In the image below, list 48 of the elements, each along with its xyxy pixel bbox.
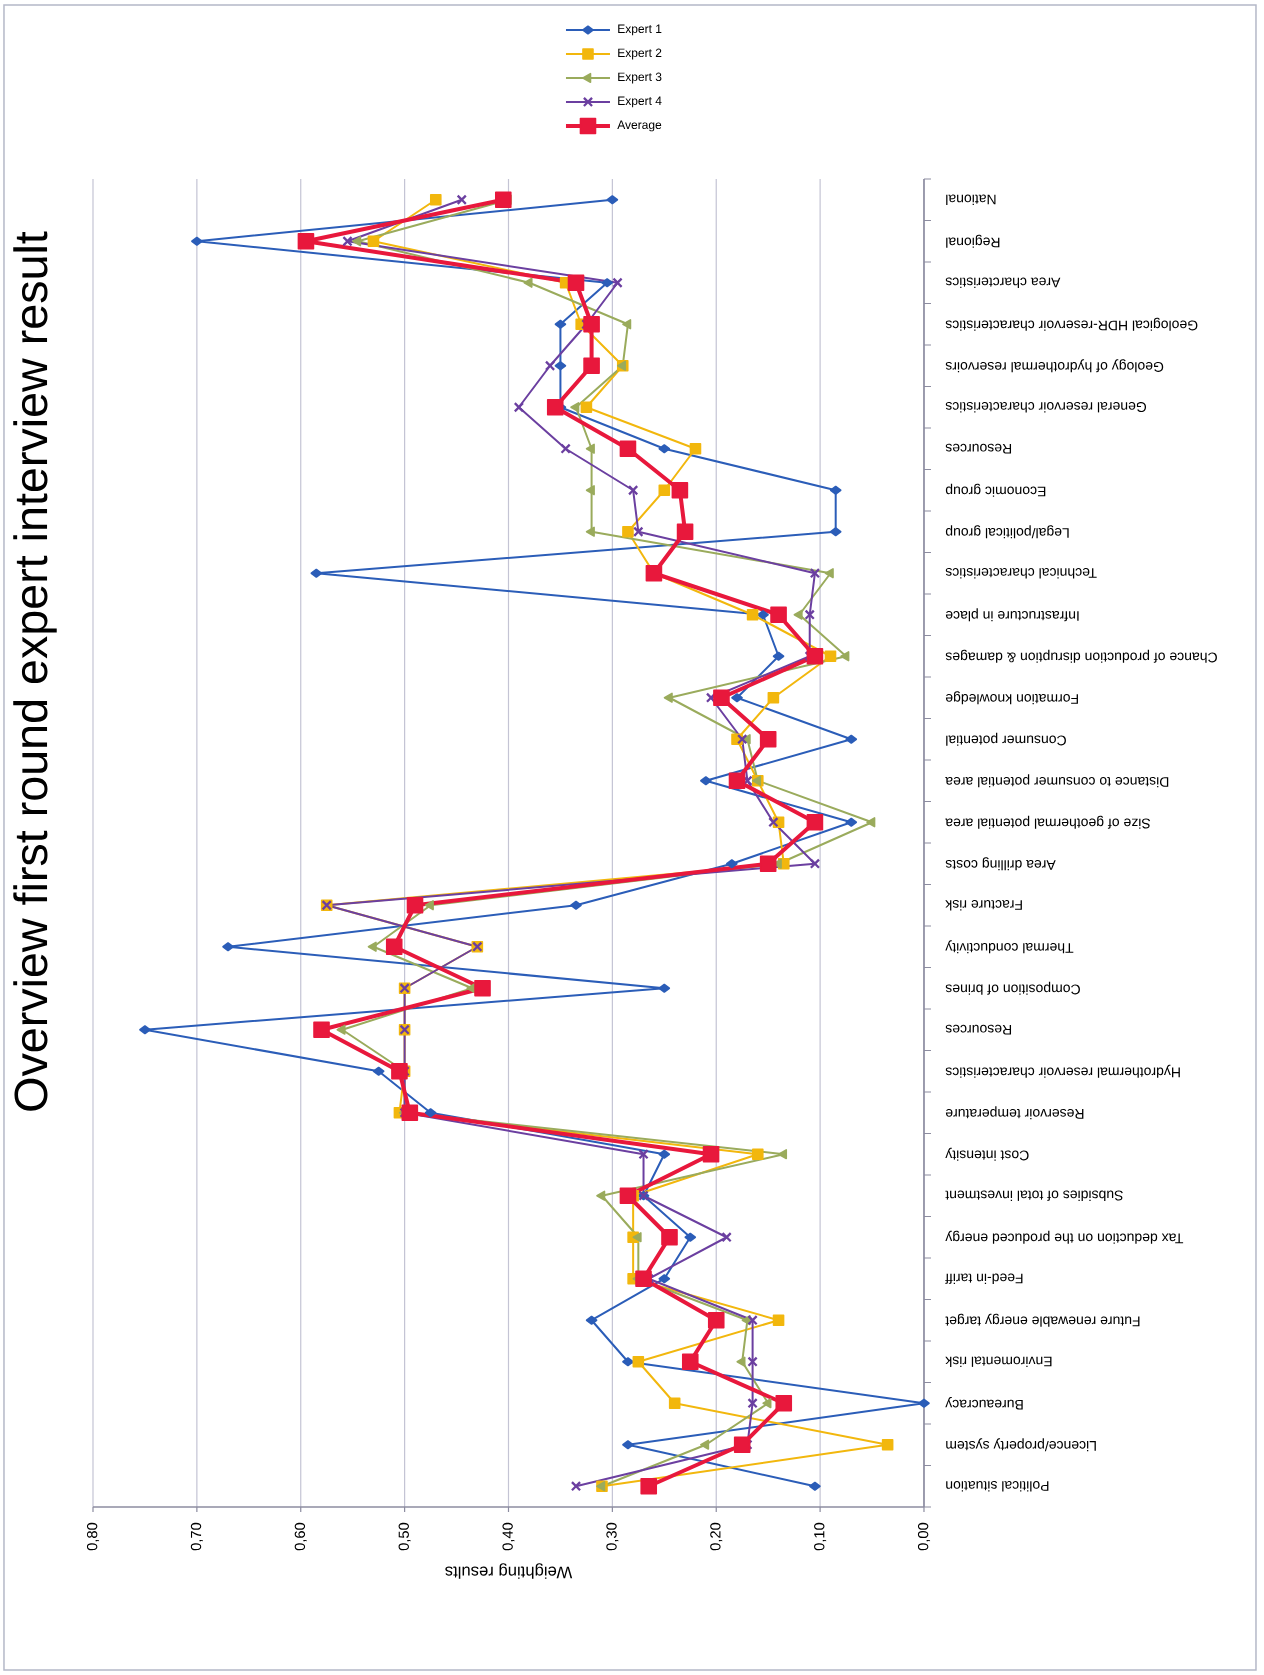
y-tick-label: Hydrothermal reservoir characteristics	[945, 1064, 1180, 1078]
y-tick-label: Licence/property system	[946, 1438, 1096, 1452]
y-tick-label: Legal/political group	[945, 525, 1069, 539]
legend-label: Expert 3	[618, 72, 662, 84]
y-tick-label: Geology of hydrothermal reservoirs	[945, 359, 1164, 373]
y-tick-label: Size of geothermal potential area	[945, 815, 1151, 829]
y-tick-label: Reservoir temperature	[945, 1106, 1084, 1120]
y-tick-label: Thermal conductivity	[945, 940, 1074, 954]
x-tick-label: 0,50	[398, 1522, 411, 1551]
x-tick-label: 0,40	[502, 1522, 515, 1551]
y-tick-label: Area drilling costs	[945, 857, 1056, 871]
y-tick-label: Infrastructure in place	[945, 608, 1079, 622]
x-tick-label: 0,70	[190, 1522, 203, 1551]
y-tick-label: Formation knowledge	[945, 691, 1078, 705]
y-tick-label: Cost intensity	[945, 1147, 1029, 1161]
text: Overview first round expert interview result	[13, 231, 57, 1111]
y-tick-label: Fracture risk	[945, 900, 1022, 911]
y-tick-label: Technical characteristics	[945, 568, 1097, 579]
x-tick-label: 0,60	[294, 1522, 307, 1551]
y-tick-label: Subsidies of total investment	[945, 1190, 1123, 1201]
y-tick-label: National	[946, 194, 996, 205]
x-tick-label: 0,20	[710, 1522, 723, 1551]
x-tick-label: 0,00	[917, 1522, 931, 1551]
x-tick-label: 0,80	[86, 1522, 100, 1551]
legend-label: Expert 4	[618, 96, 662, 108]
y-tick-label: Chance of production disruption & damages	[945, 649, 1217, 663]
y-tick-label: Distance to consumer potential area	[945, 774, 1169, 788]
y-tick-label: Consumer potential	[946, 732, 1066, 746]
y-tick-label: Resources	[945, 443, 1012, 454]
y-tick-label: Future renewable energy target	[945, 1313, 1140, 1327]
y-tick-label: Resources	[945, 1024, 1012, 1035]
y-tick-label: Tax deduction on the produced energy	[945, 1230, 1184, 1244]
y-tick-label: Bureaucracy	[945, 1396, 1023, 1410]
y-tick-label: Feed-in tariff	[945, 1273, 1023, 1284]
y-tick-label: Enviromental risk	[945, 1356, 1052, 1367]
x-axis-title: Weighting results	[445, 1563, 573, 1579]
legend-label: Expert 2	[618, 48, 662, 60]
y-tick-label: Economic group	[945, 483, 1046, 497]
x-tick-label: 0,30	[606, 1522, 619, 1551]
y-tick-label: Geological HDR-reservoir characteristics	[945, 317, 1198, 331]
legend-label: Average	[617, 120, 662, 132]
y-tick-label: Area charcteristics	[945, 277, 1061, 288]
y-tick-label: Political situation	[946, 1481, 1049, 1492]
y-tick-label: General reservoir characteristics	[945, 402, 1147, 413]
legend-label: Expert 1	[618, 24, 662, 36]
y-tick-label: Regional	[946, 234, 1000, 248]
y-tick-label: Composition of brines	[945, 981, 1080, 995]
x-tick-label: 0,10	[814, 1522, 827, 1551]
